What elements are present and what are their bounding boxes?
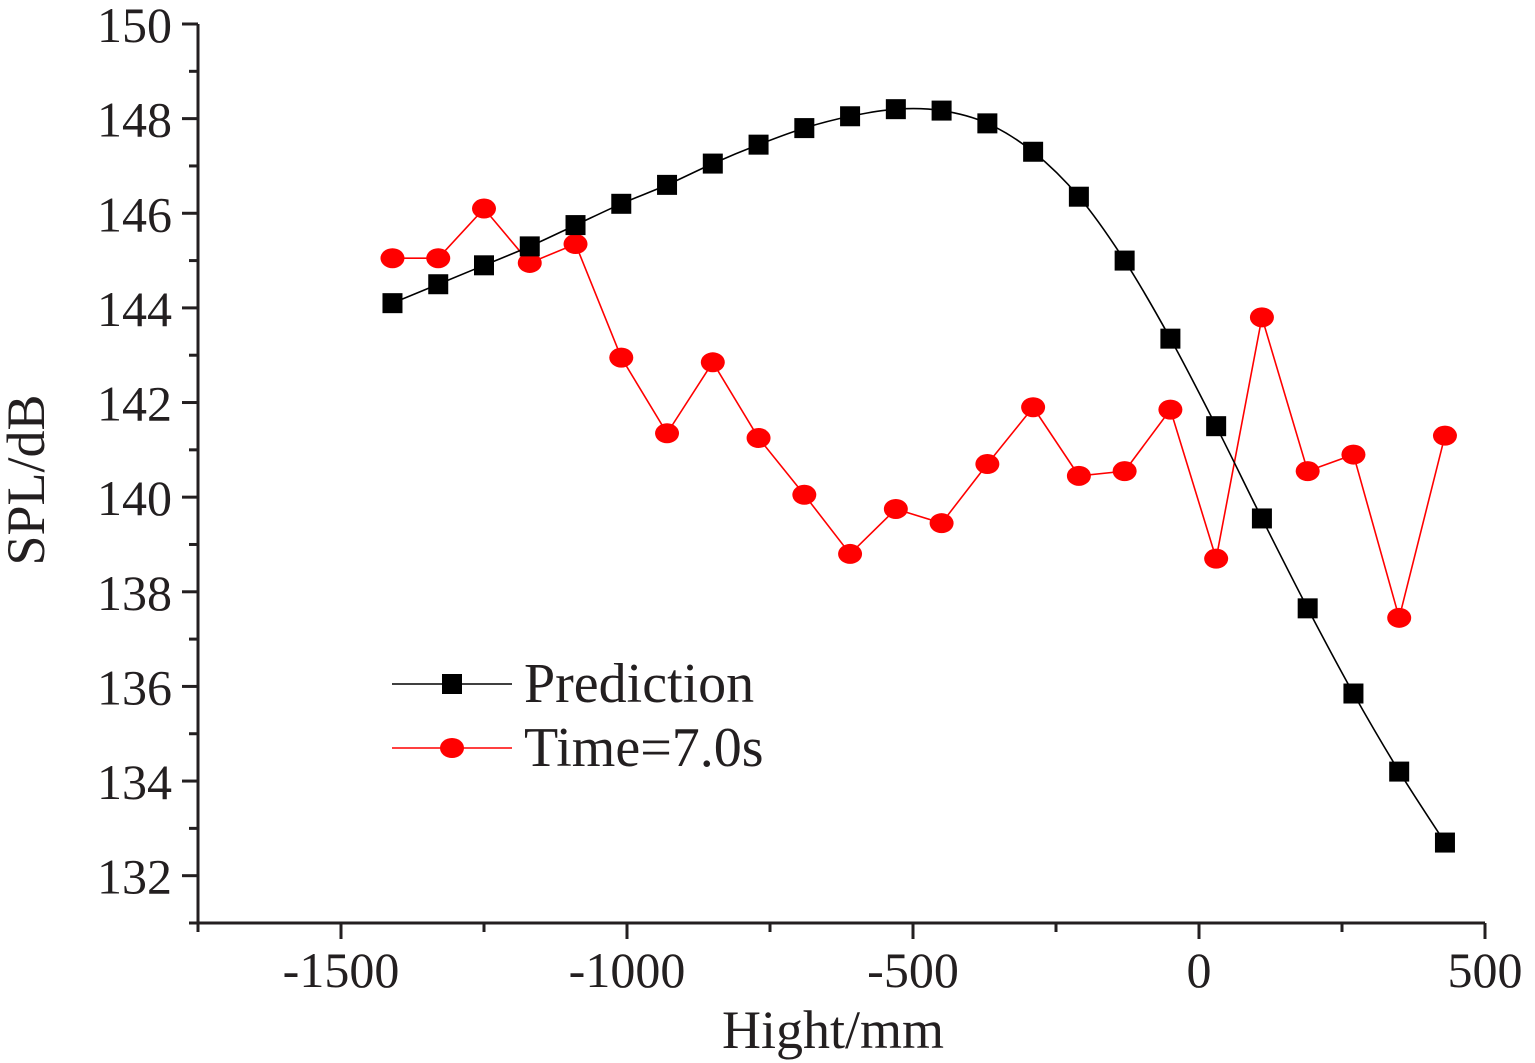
x-tick-label: 0 bbox=[1187, 942, 1212, 998]
data-point-prediction bbox=[657, 174, 678, 195]
x-axis-title: Hight/mm bbox=[722, 1000, 944, 1060]
tick-marks bbox=[182, 22, 1487, 939]
data-point-time-7-0s bbox=[426, 248, 451, 269]
y-tick-label: 150 bbox=[97, 0, 172, 53]
data-point-time-7-0s bbox=[1112, 461, 1137, 482]
data-point-prediction bbox=[1023, 141, 1044, 162]
data-point-prediction bbox=[931, 100, 952, 121]
series-time-7-0s bbox=[380, 198, 1457, 628]
data-point-prediction bbox=[1251, 508, 1272, 529]
data-point-prediction bbox=[1160, 328, 1181, 349]
data-point-prediction bbox=[977, 113, 998, 134]
data-point-prediction bbox=[1389, 761, 1410, 782]
y-tick-label: 148 bbox=[97, 92, 172, 148]
data-point-prediction bbox=[1434, 832, 1455, 853]
y-tick-label: 146 bbox=[97, 186, 172, 242]
y-axis-title: SPL/dB bbox=[0, 394, 56, 565]
data-point-time-7-0s bbox=[1021, 397, 1046, 418]
y-tick-label: 136 bbox=[97, 659, 172, 715]
data-point-time-7-0s bbox=[1204, 548, 1229, 569]
y-tick-label: 132 bbox=[97, 849, 172, 905]
y-tick-label: 144 bbox=[97, 281, 172, 337]
data-point-time-7-0s bbox=[380, 248, 405, 269]
data-point-time-7-0s bbox=[1341, 444, 1366, 465]
data-point-time-7-0s bbox=[609, 347, 634, 368]
legend: Prediction Time=7.0s bbox=[392, 653, 764, 779]
data-point-time-7-0s bbox=[1158, 399, 1183, 420]
data-point-prediction bbox=[382, 293, 403, 314]
data-point-prediction bbox=[428, 274, 449, 295]
x-tick-label: -500 bbox=[867, 942, 959, 998]
series-prediction bbox=[382, 99, 1455, 853]
data-point-time-7-0s bbox=[563, 234, 588, 255]
data-point-time-7-0s bbox=[1249, 307, 1274, 328]
data-point-prediction bbox=[611, 193, 632, 214]
data-point-time-7-0s bbox=[1295, 461, 1320, 482]
data-point-prediction bbox=[1068, 186, 1089, 207]
data-point-time-7-0s bbox=[746, 428, 771, 449]
axes bbox=[196, 24, 1485, 925]
data-point-prediction bbox=[519, 236, 540, 257]
data-point-prediction bbox=[840, 106, 861, 127]
data-point-time-7-0s bbox=[929, 513, 954, 534]
data-point-time-7-0s bbox=[1387, 607, 1412, 628]
data-point-prediction bbox=[1114, 250, 1135, 271]
data-point-time-7-0s bbox=[700, 352, 725, 373]
x-tick-label: 500 bbox=[1448, 942, 1523, 998]
series-layer bbox=[380, 99, 1457, 853]
data-point-time-7-0s bbox=[975, 454, 1000, 475]
data-point-time-7-0s bbox=[517, 252, 542, 273]
x-tick-label: -1000 bbox=[569, 942, 686, 998]
data-point-prediction bbox=[565, 215, 586, 236]
legend-label-prediction: Prediction bbox=[524, 653, 754, 715]
y-tick-label: 140 bbox=[97, 470, 172, 526]
data-point-prediction bbox=[1343, 683, 1364, 704]
data-point-prediction bbox=[748, 134, 769, 155]
data-point-prediction bbox=[1297, 598, 1318, 619]
y-tick-label: 138 bbox=[97, 565, 172, 621]
series-line-time-7-0s bbox=[392, 207, 1446, 621]
data-point-time-7-0s bbox=[1432, 425, 1457, 446]
data-point-prediction bbox=[702, 153, 723, 174]
data-point-time-7-0s bbox=[838, 543, 863, 564]
data-point-prediction bbox=[794, 118, 815, 139]
data-point-time-7-0s bbox=[883, 498, 908, 519]
y-tick-label: 142 bbox=[97, 376, 172, 432]
tick-labels: 132 134 136 138 140 142 144 146 148 150 -1500 -1000… bbox=[97, 0, 1523, 998]
data-point-time-7-0s bbox=[1066, 465, 1091, 486]
data-point-time-7-0s bbox=[472, 198, 496, 219]
x-tick-label: -1500 bbox=[283, 942, 400, 998]
data-point-prediction bbox=[1206, 416, 1227, 437]
legend-marker-time bbox=[440, 738, 464, 758]
data-point-prediction bbox=[474, 255, 494, 276]
data-point-time-7-0s bbox=[792, 484, 817, 505]
data-point-prediction bbox=[885, 99, 906, 120]
legend-marker-prediction bbox=[442, 674, 462, 694]
y-tick-label: 134 bbox=[97, 754, 172, 810]
legend-label-time: Time=7.0s bbox=[524, 717, 764, 779]
data-point-time-7-0s bbox=[655, 423, 680, 444]
